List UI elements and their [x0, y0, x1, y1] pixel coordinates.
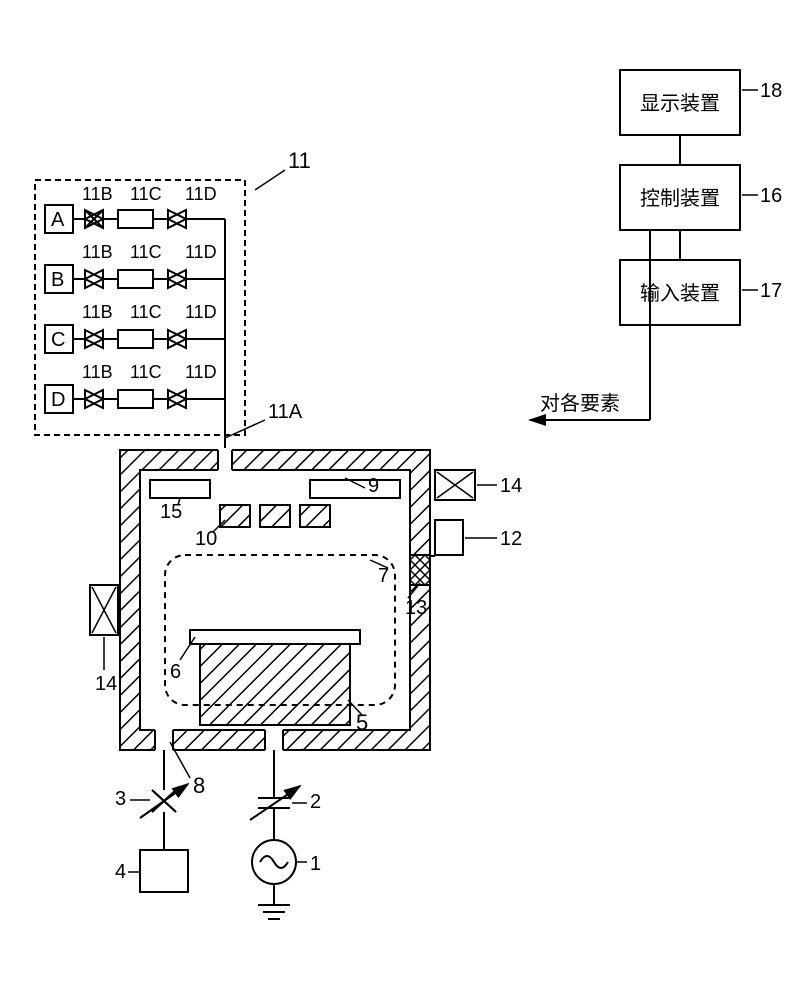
label-16: 16: [760, 185, 782, 207]
label-6: 6: [170, 661, 181, 683]
label-14-left: 14: [95, 673, 117, 695]
label-5: 5: [356, 710, 368, 735]
label-11d: 11D: [185, 184, 217, 204]
pump-4: [140, 850, 188, 892]
label-17: 17: [760, 280, 782, 302]
label-14-right: 14: [500, 475, 522, 497]
label-13: 13: [405, 597, 427, 619]
gas-source-b: B: [51, 269, 64, 291]
svg-text:11D: 11D: [185, 242, 217, 262]
input-label: 输入装置: [640, 282, 720, 305]
gas-row-a: A: [45, 205, 225, 233]
label-12: 12: [500, 528, 522, 550]
gas-source-c: C: [51, 329, 65, 351]
svg-text:11B: 11B: [82, 302, 113, 322]
label-2: 2: [310, 791, 321, 813]
label-11c: 11C: [130, 184, 162, 204]
svg-text:11B: 11B: [82, 362, 113, 382]
sensor: [435, 520, 463, 555]
to-elements-label: 对各要素: [540, 392, 620, 415]
control-label: 控制装置: [640, 187, 720, 210]
gas-source-d: D: [51, 389, 65, 411]
label-7: 7: [378, 565, 389, 587]
svg-text:11D: 11D: [185, 362, 217, 382]
svg-text:11C: 11C: [130, 362, 162, 382]
gas-source-a: A: [51, 209, 65, 231]
svg-text:11D: 11D: [185, 302, 217, 322]
label-gas-box: 11: [288, 148, 311, 173]
label-3: 3: [115, 788, 126, 810]
label-11b: 11B: [82, 184, 113, 204]
label-1: 1: [310, 853, 321, 875]
gas-row-c: C: [45, 325, 225, 353]
label-8: 8: [193, 773, 205, 798]
diagram-svg: 11 11B 11C 11D A 11B 11C 11D B 11B 11C: [0, 0, 788, 1000]
label-11a: 11A: [268, 401, 303, 423]
label-4: 4: [115, 861, 126, 883]
display-label: 显示装置: [640, 92, 720, 115]
svg-text:11C: 11C: [130, 302, 162, 322]
gas-row-d: D: [45, 385, 225, 413]
label-9: 9: [368, 475, 379, 497]
label-18: 18: [760, 80, 782, 102]
svg-text:11B: 11B: [82, 242, 113, 262]
svg-text:11C: 11C: [130, 242, 162, 262]
matcher-2: [250, 786, 300, 840]
gas-row-b: B: [45, 265, 225, 293]
